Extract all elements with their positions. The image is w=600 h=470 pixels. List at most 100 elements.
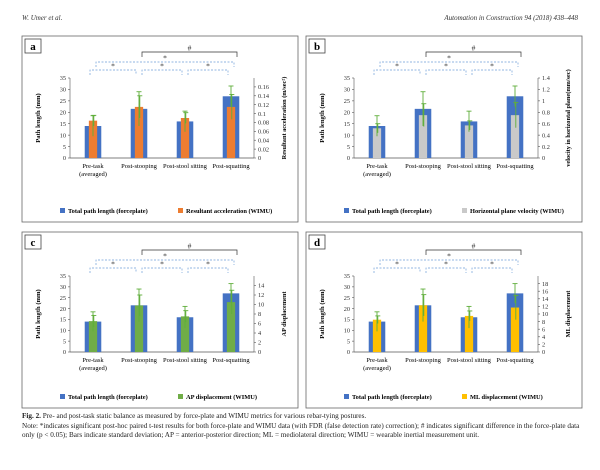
y2-tick-label: 8 — [258, 311, 261, 318]
legend-swatch-forceplate — [344, 208, 349, 213]
y2-tick-label: 12 — [258, 292, 264, 299]
y2-tick-label: 0.1 — [258, 111, 266, 118]
sig-bracket-star-wide-symbol: * — [447, 54, 451, 63]
bar-wimu — [418, 115, 428, 158]
legend-swatch-forceplate — [60, 208, 65, 213]
bar-wimu — [88, 120, 98, 158]
x-tick-label: Post-stooping — [405, 163, 442, 170]
sig-bracket-star-wide-symbol: * — [447, 252, 451, 261]
bar-wimu — [134, 305, 144, 352]
panel-label-box — [308, 234, 326, 250]
y2-tick-label: 0.2 — [542, 144, 550, 151]
x-tick-label: Post-stooping — [121, 357, 158, 364]
bar-wimu — [464, 315, 474, 352]
sig-bracket-star — [141, 267, 183, 273]
y2-tick-label: 16 — [542, 288, 548, 295]
sig-bracket-star — [89, 267, 137, 273]
legend-label-wimu: ML displacement (WIMU) — [470, 394, 543, 401]
bar-wimu — [418, 305, 428, 352]
x-tick-label: Post-stool sitting — [447, 357, 492, 364]
y2-tick-label: 0.8 — [542, 109, 550, 116]
y2-tick-label: 14 — [258, 283, 265, 290]
x-tick-label: Pre-task — [82, 163, 104, 170]
y2-tick-label: 4 — [258, 330, 262, 337]
sig-bracket-hash — [425, 249, 522, 255]
y-axis-title: Path length (mm) — [35, 289, 42, 338]
sig-bracket-star-symbol: * — [490, 62, 494, 71]
y-tick-label: 35 — [344, 75, 350, 82]
sig-bracket-star-symbol: * — [395, 260, 399, 269]
y2-axis-title: AP displacement — [281, 291, 288, 337]
y-tick-label: 0 — [347, 349, 350, 356]
sig-bracket-star-symbol: * — [111, 62, 115, 71]
sig-bracket-star-wide-symbol: * — [163, 252, 167, 261]
y2-tick-label: 0.02 — [258, 146, 269, 153]
x-tick-label: Pre-task — [366, 357, 388, 364]
x-tick-label: Post-stool sitting — [163, 163, 208, 170]
sig-bracket-hash-symbol: # — [472, 242, 476, 251]
y2-tick-label: 12 — [542, 304, 548, 311]
y2-tick-label: 4 — [542, 334, 546, 341]
bar-wimu — [134, 106, 144, 158]
legend-swatch-wimu — [178, 394, 183, 399]
y2-tick-label: 0.16 — [258, 84, 269, 91]
x-tick-label: Post-stool sitting — [163, 357, 208, 364]
panel-frame — [305, 231, 583, 409]
x-tick-label: Post-stooping — [121, 163, 158, 170]
y2-tick-label: 0.06 — [258, 129, 269, 136]
y2-tick-label: 10 — [542, 311, 548, 318]
x-tick-label: (averaged) — [79, 365, 107, 372]
y-tick-label: 15 — [60, 121, 66, 128]
y2-axis-title: velocity in horizontal plane(mm/sec) — [565, 69, 572, 166]
sig-bracket-star — [425, 69, 467, 75]
x-tick-label: Post-stool sitting — [447, 163, 492, 170]
sig-bracket-star — [187, 267, 229, 273]
y-tick-label: 0 — [63, 155, 66, 162]
y2-tick-label: 0.6 — [542, 121, 550, 128]
sig-bracket-hash — [141, 249, 238, 255]
panel-frame — [305, 35, 583, 223]
bar-wimu — [226, 302, 236, 352]
y-tick-label: 10 — [344, 327, 350, 334]
x-tick-label: (averaged) — [363, 365, 391, 372]
y-tick-label: 10 — [60, 327, 66, 334]
sig-bracket-star-wide — [95, 61, 235, 67]
x-tick-label: Post-stooping — [405, 357, 442, 364]
y2-tick-label: 8 — [542, 319, 545, 326]
bar-wimu — [464, 125, 474, 158]
y-tick-label: 20 — [344, 109, 350, 116]
y2-tick-label: 0.04 — [258, 137, 270, 144]
panel-label-box — [24, 234, 42, 250]
panel-frame — [21, 35, 299, 223]
sig-bracket-star-symbol: * — [160, 260, 164, 269]
sig-bracket-star — [187, 69, 229, 75]
y2-tick-label: 1.4 — [542, 75, 551, 82]
running-header-journal: Automation in Construction 94 (2018) 438… — [444, 14, 578, 22]
y2-tick-label: 0.08 — [258, 120, 269, 127]
y-tick-label: 15 — [344, 317, 350, 324]
y-tick-label: 10 — [344, 132, 350, 139]
x-tick-label: (averaged) — [363, 171, 391, 178]
bar-wimu — [372, 319, 382, 352]
legend-swatch-forceplate — [344, 394, 349, 399]
y2-tick-label: 6 — [258, 321, 261, 328]
y2-tick-label: 1 — [542, 98, 545, 105]
sig-bracket-star-wide — [379, 61, 519, 67]
bar-wimu — [180, 316, 190, 352]
sig-bracket-star-symbol: * — [206, 260, 210, 269]
y-tick-label: 35 — [60, 273, 66, 280]
sig-bracket-star-symbol: * — [206, 62, 210, 71]
y-axis-title: Path length (mm) — [35, 93, 42, 142]
legend-label-wimu: AP displacement (WIMU) — [186, 394, 257, 401]
sig-bracket-star-symbol: * — [444, 260, 448, 269]
y2-tick-label: 0 — [542, 349, 545, 356]
y2-tick-label: 0 — [258, 349, 261, 356]
y2-tick-label: 0 — [542, 155, 545, 162]
legend-label-forceplate: Total path length (forceplate) — [68, 394, 148, 401]
sig-bracket-star — [373, 69, 421, 75]
bar-wimu — [88, 321, 98, 352]
y2-tick-label: 18 — [542, 281, 548, 288]
sig-bracket-star-wide — [95, 259, 235, 265]
y-tick-label: 30 — [60, 284, 66, 291]
